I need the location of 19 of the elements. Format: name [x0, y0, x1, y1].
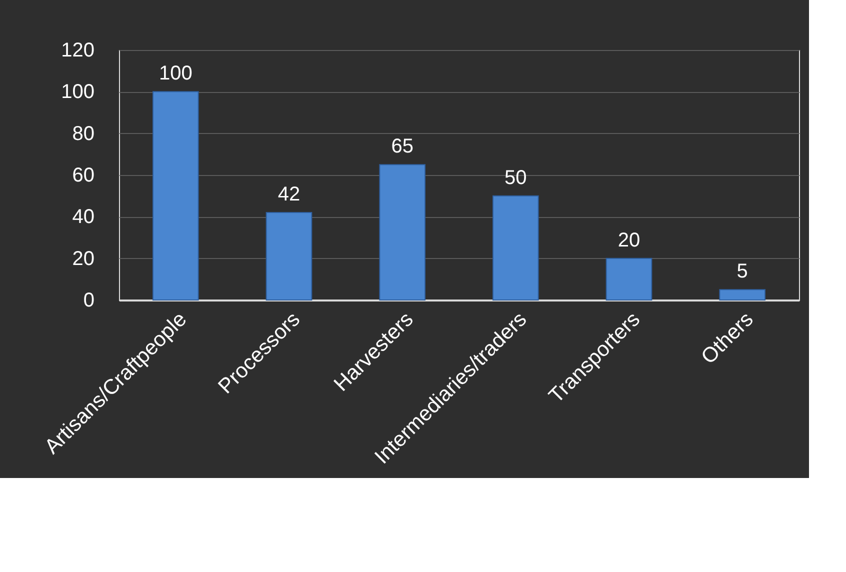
y-tick-label: 100 — [61, 81, 94, 104]
data-label: 100 — [158, 62, 192, 85]
y-tick-label: 20 — [72, 248, 94, 270]
y-tick-label: 60 — [72, 164, 94, 186]
bar — [379, 164, 426, 300]
data-label: 65 — [391, 136, 414, 158]
data-label: 5 — [736, 260, 748, 283]
y-tick-label: 80 — [72, 122, 94, 145]
data-label: 42 — [278, 184, 300, 206]
bar — [606, 258, 652, 300]
bar — [266, 212, 312, 300]
y-tick-label: 120 — [61, 40, 94, 62]
y-tick-label: 40 — [72, 206, 94, 228]
bar — [492, 195, 539, 300]
data-label: 20 — [618, 229, 640, 252]
bar — [152, 91, 199, 300]
data-label: 50 — [504, 166, 527, 189]
bar — [719, 289, 766, 300]
y-tick-label: 0 — [83, 290, 94, 312]
